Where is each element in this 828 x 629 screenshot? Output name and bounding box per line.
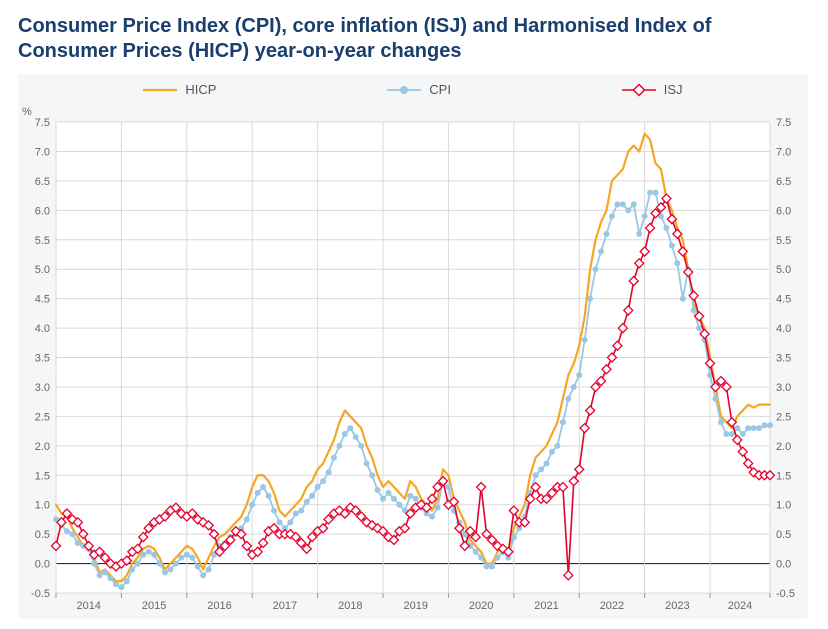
x-axis-label: 2022 [600,600,624,612]
chart-title: Consumer Price Index (CPI), core inflati… [18,14,810,64]
y-axis-label-left: 5.5 [35,235,50,247]
y-axis-label-right: 6.5 [776,176,791,188]
y-axis-label-right: 1.0 [776,500,791,512]
x-axis-label: 2024 [728,600,752,612]
y-axis-label-left: 2.0 [35,441,50,453]
y-axis-label-right: 7.0 [776,146,791,158]
y-axis-label-right: 3.0 [776,382,791,394]
x-axis-label: 2014 [76,600,100,612]
x-axis-label: 2021 [534,600,558,612]
x-axis-label: 2016 [207,600,231,612]
y-axis-label-right: 4.5 [776,294,791,306]
y-axis-label-right: 7.5 [776,117,791,129]
y-axis-label-left: 2.5 [35,411,50,423]
y-axis-label-left: 7.0 [35,146,50,158]
y-axis-label-left: 0.5 [35,529,50,541]
y-axis-label-left: 3.5 [35,353,50,365]
x-axis-label: 2015 [142,600,166,612]
y-axis-label-right: -0.5 [776,588,795,600]
y-axis-label-left: 1.5 [35,470,50,482]
x-axis-label: 2018 [338,600,362,612]
y-axis-label-right: 3.5 [776,353,791,365]
y-axis-label-left: 4.0 [35,323,50,335]
plot-svg: -0.5 -0.5 0.0 0.0 0.5 0.5 1.0 1.0 1.5 1.5 2.0 2.0 2.… [18,74,808,619]
y-axis-label-right: 4.0 [776,323,791,335]
y-axis-label-right: 0.5 [776,529,791,541]
x-axis-label: 2020 [469,600,493,612]
y-axis-label-right: 6.0 [776,205,791,217]
y-axis-label-right: 0.0 [776,559,791,571]
y-axis-label-left: 4.5 [35,294,50,306]
x-axis-label: 2023 [665,600,689,612]
y-axis-label-left: 3.0 [35,382,50,394]
y-axis-label-right: 5.0 [776,264,791,276]
y-axis-label-right: 1.5 [776,470,791,482]
y-axis-label-right: 2.5 [776,411,791,423]
x-axis-label: 2017 [273,600,297,612]
y-axis-label-left: -0.5 [31,588,50,600]
x-axis-label: 2019 [403,600,427,612]
chart-container: Consumer Price Index (CPI), core inflati… [0,0,828,629]
y-axis-label-left: 7.5 [35,117,50,129]
y-axis-label-right: 5.5 [776,235,791,247]
y-axis-label-left: 0.0 [35,559,50,571]
chart-area: HICPCPIISJ % -0.5-0.50.00.00.50.51.01.01… [18,74,808,619]
y-axis-label-left: 5.0 [35,264,50,276]
y-axis-label-right: 2.0 [776,441,791,453]
y-axis-label-left: 6.0 [35,205,50,217]
y-axis-label-left: 6.5 [35,176,50,188]
y-axis-label-left: 1.0 [35,500,50,512]
